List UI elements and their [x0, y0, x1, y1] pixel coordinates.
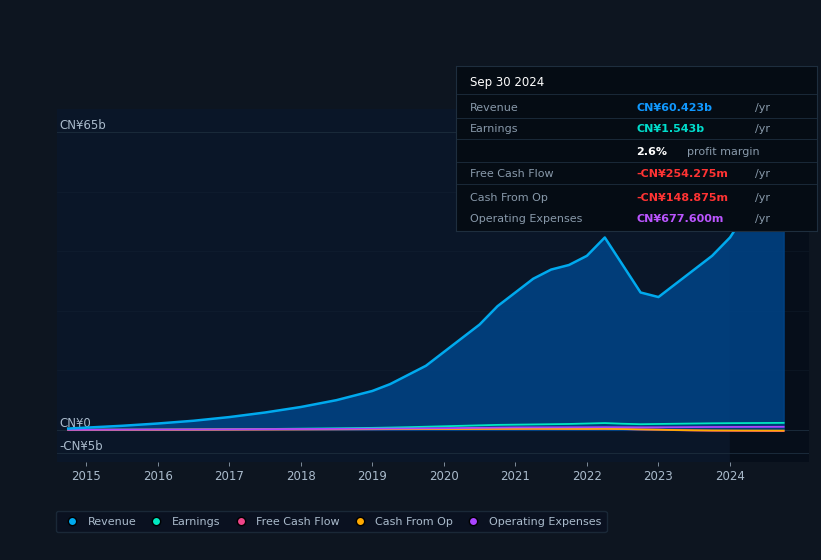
- Text: /yr: /yr: [755, 102, 770, 113]
- Text: profit margin: profit margin: [687, 147, 759, 157]
- Text: Free Cash Flow: Free Cash Flow: [470, 169, 553, 179]
- Text: -CN¥5b: -CN¥5b: [59, 440, 103, 453]
- Text: /yr: /yr: [755, 124, 770, 134]
- Text: Operating Expenses: Operating Expenses: [470, 214, 582, 224]
- Text: CN¥1.543b: CN¥1.543b: [636, 124, 704, 134]
- Text: CN¥0: CN¥0: [59, 417, 91, 430]
- Text: /yr: /yr: [755, 214, 770, 224]
- Bar: [730, 109, 809, 462]
- Text: CN¥60.423b: CN¥60.423b: [636, 102, 713, 113]
- Text: /yr: /yr: [755, 193, 770, 203]
- Legend: Revenue, Earnings, Free Cash Flow, Cash From Op, Operating Expenses: Revenue, Earnings, Free Cash Flow, Cash …: [56, 511, 607, 533]
- Text: Earnings: Earnings: [470, 124, 519, 134]
- Text: Cash From Op: Cash From Op: [470, 193, 548, 203]
- Text: /yr: /yr: [755, 169, 770, 179]
- Text: Revenue: Revenue: [470, 102, 519, 113]
- Text: -CN¥254.275m: -CN¥254.275m: [636, 169, 728, 179]
- Text: 2.6%: 2.6%: [636, 147, 667, 157]
- Text: CN¥677.600m: CN¥677.600m: [636, 214, 723, 224]
- Text: CN¥65b: CN¥65b: [59, 119, 106, 132]
- Text: -CN¥148.875m: -CN¥148.875m: [636, 193, 728, 203]
- Text: Sep 30 2024: Sep 30 2024: [470, 76, 544, 90]
